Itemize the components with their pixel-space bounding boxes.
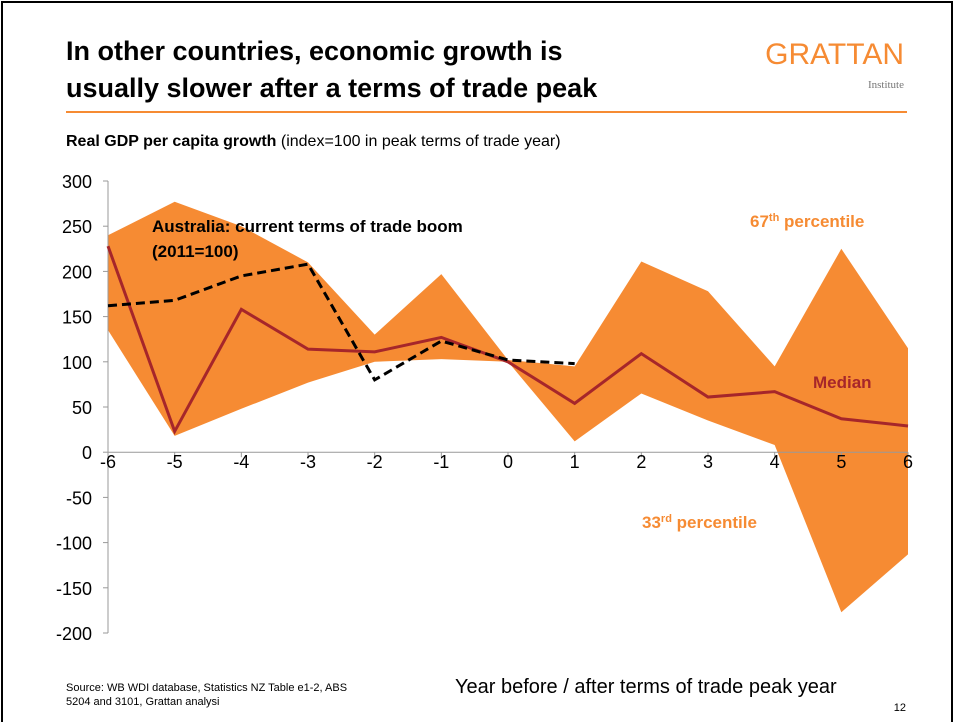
series-label: Median	[813, 373, 872, 392]
title-line: In other countries, economic growth is	[66, 36, 563, 66]
subtitle: Real GDP per capita growth (index=100 in…	[66, 133, 561, 150]
x-tick-label: 0	[503, 452, 513, 472]
title-line: usually slower after a terms of trade pe…	[66, 73, 598, 103]
x-tick-label: 3	[703, 452, 713, 472]
band-label-num: 67	[750, 212, 769, 231]
y-tick-label: -100	[56, 534, 92, 554]
y-tick-label: 150	[62, 308, 92, 328]
percentile-band	[108, 201, 908, 613]
band-label: 67th percentile	[750, 212, 864, 231]
y-tick-label: 200	[62, 262, 92, 282]
x-tick-label: -5	[167, 452, 183, 472]
x-axis-label: Year before / after terms of trade peak …	[455, 676, 837, 698]
x-tick-label: 1	[570, 452, 580, 472]
y-tick-label: -50	[66, 488, 92, 508]
band-label-sup: th	[769, 212, 780, 224]
x-tick-label: 2	[636, 452, 646, 472]
series-note: (2011=100)	[152, 242, 239, 261]
x-tick-label: 5	[836, 452, 846, 472]
x-tick-label: 4	[770, 452, 780, 472]
source: 5204 and 3101, Grattan analysi	[66, 696, 220, 708]
y-tick-label: 0	[82, 443, 92, 463]
series-label: Australia: current terms of trade boom	[152, 217, 463, 236]
y-tick-label: -150	[56, 579, 92, 599]
y-tick-label: 300	[62, 172, 92, 192]
logo: GRATTAN	[765, 38, 904, 71]
x-tick-label: 6	[903, 452, 913, 472]
band-label-sup: rd	[661, 513, 672, 525]
series-line	[106, 245, 909, 436]
subtitle-rest: (index=100 in peak terms of trade year)	[276, 133, 560, 150]
series-line	[107, 262, 575, 382]
y-tick-label: 50	[72, 398, 92, 418]
x-tick-label: -2	[367, 452, 383, 472]
logo-sub: Institute	[868, 79, 904, 91]
x-tick-label: -6	[100, 452, 116, 472]
band-label-rest: percentile	[779, 212, 864, 231]
subtitle-bold: Real GDP per capita growth	[66, 133, 276, 150]
y-tick-label: -200	[56, 624, 92, 644]
band-label-num: 33	[642, 513, 661, 532]
x-tick-label: -3	[300, 452, 316, 472]
page-number: 12	[894, 702, 906, 714]
y-tick-label: 250	[62, 217, 92, 237]
band-label-rest: percentile	[672, 513, 757, 532]
y-tick-label: 100	[62, 353, 92, 373]
band-label: 33rd percentile	[642, 513, 757, 532]
source: Source: WB WDI database, Statistics NZ T…	[66, 682, 347, 694]
x-tick-label: -4	[233, 452, 249, 472]
x-tick-label: -1	[433, 452, 449, 472]
